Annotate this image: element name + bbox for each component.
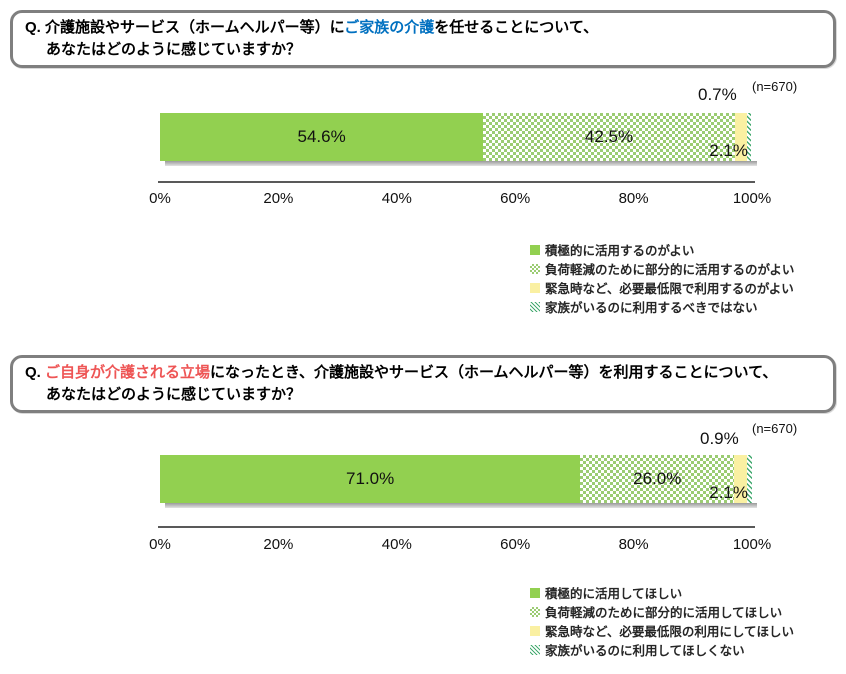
- question-post-text: になったとき、介護施設やサービス（ホームヘルパー等）を利用することについて、: [210, 363, 778, 381]
- sample-size-label: (n=670): [752, 421, 798, 436]
- x-tick: 100%: [732, 190, 772, 207]
- bar-segment-should-not-use: [747, 113, 752, 161]
- segment-value-label: 42.5%: [584, 127, 634, 146]
- checker-swatch-icon: [530, 263, 540, 274]
- solid-green-swatch-icon: [530, 587, 540, 598]
- legend-self-care: 積極的に活用してほしい 負荷軽減のために部分的に活用してほしい 緊急時など、必要…: [530, 583, 794, 659]
- solid-green-swatch-icon: [530, 244, 540, 255]
- legend-item: 負荷軽減のために部分的に活用してほしい: [530, 602, 794, 621]
- legend-label: 緊急時など、必要最低限で利用するのがよい: [545, 282, 794, 296]
- x-tick: 0%: [149, 536, 171, 553]
- segment-value-label: 26.0%: [633, 469, 682, 488]
- bar-shadow: [165, 503, 757, 508]
- segment-value-label: 54.6%: [297, 127, 346, 146]
- bar-segment-partial-use: 42.5%: [483, 113, 735, 161]
- stacked-bar-family-care: 54.6% 42.5% 2.1%: [160, 113, 752, 161]
- legend-item: 家族がいるのに利用するべきではない: [530, 297, 794, 316]
- question-prefix: Q.: [25, 18, 46, 36]
- legend-label: 負荷軽減のために部分的に活用するのがよい: [545, 263, 795, 277]
- question-box-family-care: Q. 介護施設やサービス（ホームヘルパー等）にご家族の介護を任せることについて、…: [10, 10, 836, 68]
- question-box-self-care: Q. ご自身が介護される立場になったとき、介護施設やサービス（ホームヘルパー等）…: [10, 355, 836, 413]
- bar-segment-do-not-want-use: [746, 455, 752, 503]
- legend-family-care: 積極的に活用するのがよい 負荷軽減のために部分的に活用するのがよい 緊急時など、…: [530, 240, 794, 316]
- legend-item: 緊急時など、必要最低限で利用するのがよい: [530, 278, 794, 297]
- legend-label: 緊急時など、必要最低限の利用にしてほしい: [545, 625, 795, 639]
- bar-segment-active-use: 54.6%: [160, 113, 484, 161]
- bar-segment-active-use: 71.0%: [160, 455, 581, 503]
- checker-swatch-icon: [530, 606, 540, 617]
- question-post-text: を任せることについて、: [434, 18, 599, 36]
- legend-item: 積極的に活用してほしい: [530, 583, 794, 602]
- hatch-swatch-icon: [530, 644, 540, 655]
- outside-segment-label: 0.9%: [700, 429, 739, 448]
- segment-value-label: 2.1%: [709, 141, 748, 160]
- question-highlight-red: ご自身が介護される立場: [45, 363, 211, 381]
- question-line-2: あなたはどのように感じていますか？: [46, 386, 302, 403]
- bar-segment-emergency-use: [734, 113, 748, 161]
- bar-segment-emergency-use: [734, 455, 747, 503]
- x-tick: 40%: [381, 190, 412, 207]
- bar-segment-partial-use: 26.0%: [580, 455, 735, 503]
- sample-size-label: (n=670): [752, 79, 798, 94]
- question-line-1: Q. 介護施設やサービス（ホームヘルパー等）にご家族の介護を任せることについて、: [25, 17, 821, 40]
- x-axis-line: [158, 181, 755, 183]
- segment-value-label: 2.1%: [709, 483, 748, 502]
- legend-label: 積極的に活用するのがよい: [545, 244, 695, 258]
- x-tick: 20%: [263, 190, 294, 207]
- legend-label: 負荷軽減のために部分的に活用してほしい: [545, 606, 783, 620]
- outside-segment-label: 0.7%: [698, 85, 737, 104]
- yellow-swatch-icon: [530, 625, 540, 636]
- x-tick: 80%: [618, 536, 649, 553]
- bar-shadow: [165, 161, 757, 166]
- question-pre-text: 介護施設やサービス（ホームヘルパー等）に: [45, 18, 345, 36]
- yellow-swatch-icon: [530, 282, 540, 293]
- legend-item: 家族がいるのに利用してほしくない: [530, 640, 794, 659]
- hatch-swatch-icon: [530, 301, 540, 312]
- legend-label: 家族がいるのに利用するべきではない: [545, 301, 758, 315]
- legend-label: 家族がいるのに利用してほしくない: [545, 644, 745, 658]
- segment-value-label: 71.0%: [346, 469, 395, 488]
- x-tick: 40%: [381, 536, 412, 553]
- legend-item: 緊急時など、必要最低限の利用にしてほしい: [530, 621, 794, 640]
- x-tick: 60%: [500, 190, 531, 207]
- stacked-bar-self-care: 71.0% 26.0% 2.1%: [160, 455, 752, 503]
- x-axis-ticks: 0% 20% 40% 60% 80% 100%: [149, 536, 771, 556]
- x-tick: 100%: [732, 536, 772, 553]
- x-tick: 0%: [149, 190, 171, 207]
- legend-label: 積極的に活用してほしい: [545, 587, 683, 601]
- x-tick: 20%: [263, 536, 294, 553]
- question-line-2: あなたはどのように感じていますか？: [46, 41, 302, 58]
- legend-item: 負荷軽減のために部分的に活用するのがよい: [530, 259, 794, 278]
- x-axis-ticks: 0% 20% 40% 60% 80% 100%: [149, 190, 771, 210]
- x-axis-line: [158, 526, 755, 528]
- question-prefix: Q.: [25, 363, 46, 381]
- x-tick: 80%: [618, 190, 649, 207]
- x-tick: 60%: [500, 536, 531, 553]
- question-highlight-blue: ご家族の介護: [344, 18, 435, 36]
- legend-item: 積極的に活用するのがよい: [530, 240, 794, 259]
- question-line-1: Q. ご自身が介護される立場になったとき、介護施設やサービス（ホームヘルパー等）…: [25, 362, 821, 385]
